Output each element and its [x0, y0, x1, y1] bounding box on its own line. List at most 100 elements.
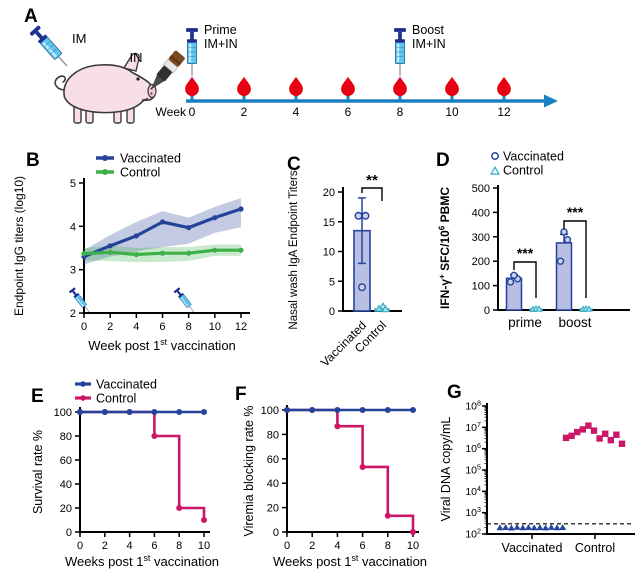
data-point-square — [585, 422, 592, 429]
data-point-circle — [510, 271, 518, 280]
tick-label: 200 — [472, 256, 490, 268]
panel-label-c: C — [287, 154, 301, 175]
y-tick-label: 107 — [465, 421, 481, 434]
blood-drop-icon — [497, 76, 511, 97]
y-axis-label: Nasal wash IgA Endpoint Titers — [288, 170, 300, 329]
data-point — [410, 529, 416, 535]
timeline-week-number: 4 — [293, 105, 300, 119]
y-tick-label: 106 — [465, 442, 481, 455]
data-point — [384, 512, 391, 519]
panel-d-chart: 0 100 200 300 400 500 *** prime *** boost Vaccinat… — [437, 150, 630, 330]
triangle-point — [585, 305, 593, 312]
data-point — [176, 505, 183, 511]
boost-label: Boost — [412, 23, 444, 37]
prime-syringe-icon — [185, 27, 199, 77]
data-point — [126, 409, 133, 415]
data-point-square — [596, 435, 603, 442]
prime-label: Prime — [204, 23, 237, 37]
significance-bracket — [563, 220, 587, 298]
tick-label: 10 — [209, 321, 221, 333]
y-axis-label: Survival rate % — [31, 430, 45, 514]
tick-label: 500 — [472, 183, 490, 195]
pig-illustration — [54, 52, 157, 124]
pig-ear — [122, 52, 140, 72]
data-point-square — [574, 428, 581, 436]
significance-stars: *** — [567, 204, 584, 220]
data-point — [384, 407, 391, 413]
data-point-triangle — [525, 524, 532, 530]
data-point-triangle — [507, 524, 515, 531]
y-axis-label: Viral DNA copy/mL — [439, 417, 453, 522]
tick-label: 8 — [385, 540, 391, 552]
tick-label: 10 — [198, 540, 210, 552]
data-point — [107, 243, 113, 249]
timeline-week-number: 2 — [241, 105, 248, 119]
boost-syringe-icon — [393, 27, 407, 77]
x-axis-label: Weeks post 1st vaccination — [273, 553, 427, 569]
category-label: Vaccinated — [502, 541, 563, 555]
legend-marker — [489, 165, 501, 175]
tick-label: 0 — [329, 306, 335, 318]
pig-tail — [54, 75, 67, 91]
in-device-icon — [151, 50, 185, 90]
category-label: boost — [558, 315, 591, 330]
data-point-circle — [354, 211, 363, 220]
triangle-point — [535, 305, 543, 312]
tick-label: 100 — [472, 281, 490, 293]
data-point-triangle — [553, 524, 561, 531]
significance-bracket — [513, 261, 537, 298]
tick-label: 2 — [102, 540, 108, 552]
tick-label: 8 — [186, 321, 192, 333]
data-point — [359, 407, 366, 413]
tick-label: 0 — [284, 540, 290, 552]
data-point — [107, 249, 113, 255]
data-point-square — [613, 431, 620, 438]
legend-marker — [491, 152, 499, 160]
data-point-circle — [506, 278, 515, 286]
tick-label: 12 — [235, 321, 247, 333]
tick-label: 2 — [107, 321, 113, 333]
legend-label: Control — [120, 166, 160, 180]
series-line — [80, 410, 206, 520]
tick-label: 80 — [267, 429, 279, 441]
tick-label: 0 — [77, 540, 83, 552]
legend-label: Vaccinated — [96, 378, 157, 392]
data-point-triangle — [536, 524, 544, 531]
data-point — [133, 251, 139, 258]
data-point — [176, 409, 183, 415]
data-point-square — [602, 430, 609, 437]
data-point — [151, 433, 158, 439]
series-line — [287, 408, 415, 532]
tick-label: 20 — [323, 187, 335, 199]
data-point — [186, 250, 192, 256]
legend-label: Control — [503, 164, 543, 178]
timeline-week-number: 8 — [397, 105, 404, 119]
legend-marker — [102, 169, 108, 175]
data-point — [212, 247, 218, 253]
timeline-week-number: 12 — [497, 105, 511, 119]
tick-label: 2 — [309, 540, 315, 552]
timeline-week-number: 6 — [345, 105, 352, 119]
data-point-circle — [361, 211, 370, 220]
boost-route-label: IM+IN — [412, 37, 446, 51]
y-tick-label: 103 — [465, 506, 481, 519]
tick-label: 40 — [267, 478, 279, 490]
data-point-triangle — [530, 524, 538, 531]
data-point-circle — [560, 228, 568, 236]
tick-label: 5 — [70, 178, 76, 190]
data-point-triangle — [513, 523, 521, 530]
significance-stars: ** — [366, 172, 378, 189]
tick-label: 8 — [176, 540, 182, 552]
data-point-square — [562, 434, 570, 442]
significance-stars: *** — [517, 245, 534, 261]
tick-label: 10 — [407, 540, 419, 552]
data-point-square — [579, 426, 586, 433]
tick-label: 300 — [472, 232, 490, 244]
legend-label: Vaccinated — [120, 152, 181, 166]
legend-marker — [102, 155, 108, 161]
data-point — [77, 409, 83, 415]
legend-label: Control — [96, 392, 136, 406]
tick-label: 20 — [60, 503, 72, 515]
panel-g-chart: 102 103 104 105 106 107 108 Vaccinated Control Vi… — [439, 400, 635, 555]
